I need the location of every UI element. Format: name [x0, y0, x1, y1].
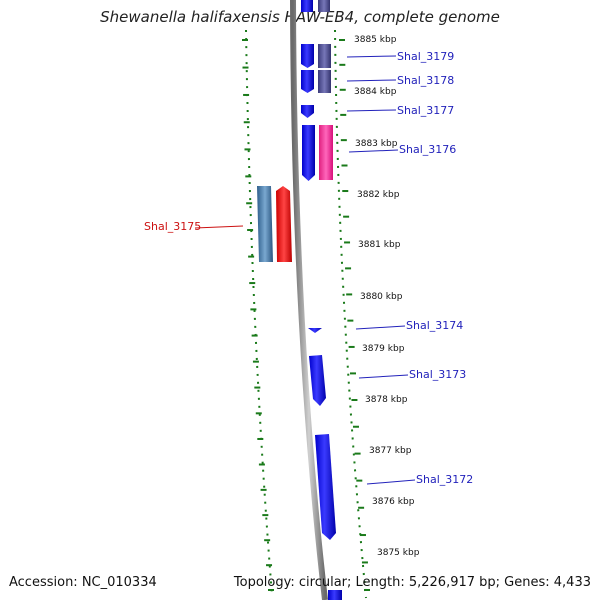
- gene-shal-3177[interactable]: [301, 105, 314, 118]
- gene-label-shal-3172[interactable]: Shal_3172: [416, 473, 473, 486]
- kbp-label: 3875 kbp: [377, 548, 420, 558]
- gene-label-shal-3178[interactable]: Shal_3178: [397, 74, 454, 87]
- genome-backbone: [290, 0, 328, 600]
- gene-shal-3173[interactable]: [309, 355, 326, 406]
- track-boundary-left: [245, 29, 273, 596]
- gene-shal-3178-pair[interactable]: [318, 70, 331, 93]
- kbp-label: 3877 kbp: [369, 446, 412, 456]
- genome-stats-text: Topology: circular; Length: 5,226,917 bp…: [233, 575, 591, 590]
- gene-shal-3178[interactable]: [301, 70, 314, 93]
- gene-label-shal-3175[interactable]: Shal_3175: [144, 220, 201, 233]
- kbp-label: 3884 kbp: [354, 87, 397, 97]
- gene-shal-3179[interactable]: [301, 44, 314, 68]
- gene-shal-3179-pair[interactable]: [318, 44, 331, 68]
- track-boundary-right: [334, 29, 367, 599]
- gene-partial-bottom: [328, 590, 342, 600]
- kbp-label: 3878 kbp: [365, 395, 408, 405]
- gene-shal-3176[interactable]: [302, 125, 315, 181]
- genome-title: Shewanella halifaxensis HAW-EB4, complet…: [100, 8, 500, 26]
- gene-shal-3175-pair[interactable]: [257, 186, 273, 262]
- minor-ticks-left: [242, 39, 274, 591]
- gene-label-leaders: [194, 55, 416, 485]
- gene-label-shal-3176[interactable]: Shal_3176: [399, 143, 456, 156]
- gene-label-shal-3179[interactable]: Shal_3179: [397, 50, 454, 63]
- kbp-scale: 3885 kbp 3884 kbp 3883 kbp 3882 kbp 3881…: [354, 35, 420, 558]
- kbp-label: 3879 kbp: [362, 344, 405, 354]
- accession-text: Accession: NC_010334: [9, 575, 157, 590]
- minor-ticks-right: [339, 39, 370, 591]
- kbp-label: 3885 kbp: [354, 35, 397, 45]
- kbp-label: 3882 kbp: [357, 190, 400, 200]
- gene-partial-top-dark: [318, 0, 330, 12]
- gene-shal-3175[interactable]: [276, 186, 292, 262]
- kbp-label: 3880 kbp: [360, 292, 403, 302]
- gene-label-shal-3177[interactable]: Shal_3177: [397, 104, 454, 117]
- gene-label-shal-3174[interactable]: Shal_3174: [406, 319, 463, 332]
- gene-partial-top: [301, 0, 313, 12]
- gene-label-shal-3173[interactable]: Shal_3173: [409, 368, 466, 381]
- gene-shal-3172[interactable]: [315, 434, 336, 540]
- kbp-label: 3883 kbp: [355, 139, 398, 149]
- kbp-label: 3881 kbp: [358, 240, 401, 250]
- gene-shal-3174[interactable]: [308, 328, 322, 333]
- gene-shal-3176-pair[interactable]: [319, 125, 333, 180]
- kbp-label: 3876 kbp: [372, 497, 415, 507]
